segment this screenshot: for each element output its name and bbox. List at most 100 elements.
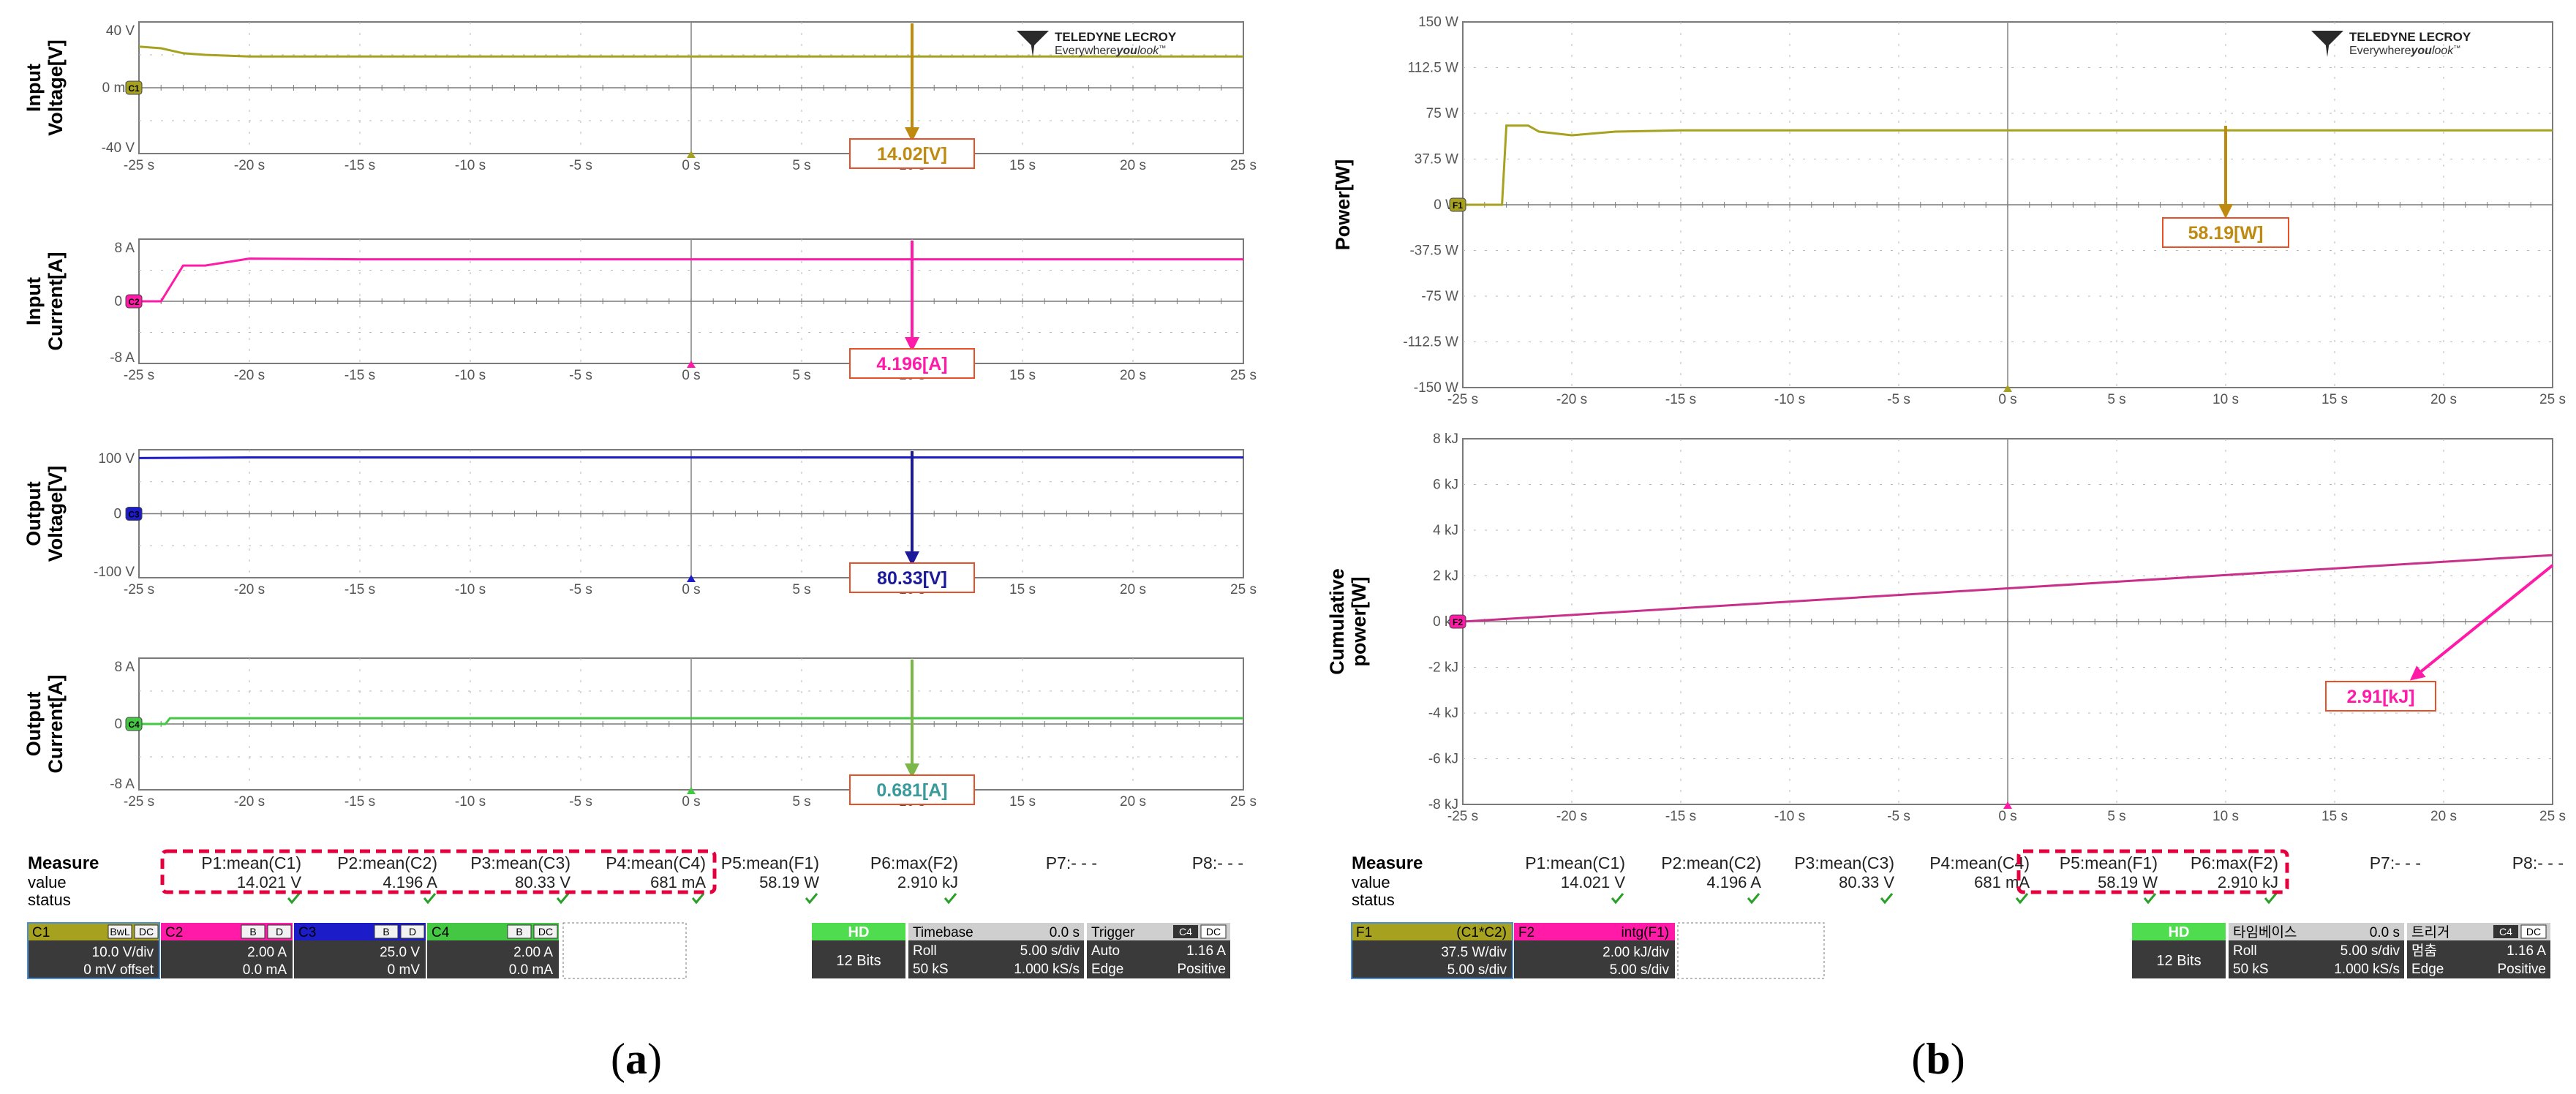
y-tick-label: -40 V xyxy=(102,140,135,156)
measure-col-name: P4:mean(C4) xyxy=(606,853,706,872)
x-tick-label: 0 s xyxy=(1998,809,2016,824)
logo-tagline: Everywhereyoulook™ xyxy=(1055,45,1166,58)
x-tick-label: 20 s xyxy=(1120,794,1146,810)
channel-scale: 2.00 A xyxy=(247,945,287,960)
measure-col-value: 80.33 V xyxy=(515,873,570,891)
y-axis-label: Cumulative xyxy=(1326,568,1348,675)
channel-box-id: F1 xyxy=(1356,925,1372,940)
y-axis-label: Voltage[V] xyxy=(45,39,67,136)
measure-col-name: P6:max(F2) xyxy=(870,853,958,872)
x-tick-label: -15 s xyxy=(344,368,375,383)
logo-tagline: Everywhereyoulook™ xyxy=(2349,45,2460,58)
timebase-samples: 50 kS xyxy=(913,962,949,977)
measure-col-value: 681 mA xyxy=(1974,873,2030,891)
y-tick-label: -100 V xyxy=(94,565,135,580)
channel-box-C3: C3 B D 25.0 V 0 mV xyxy=(294,923,426,978)
channel-scale: 37.5 W/div xyxy=(1441,945,1507,960)
trigger-src-badge xyxy=(1173,925,1198,938)
hd-header xyxy=(812,923,905,940)
x-tick-label: -10 s xyxy=(455,794,486,810)
trigger-src: C4 xyxy=(1179,926,1192,938)
annotation-box xyxy=(2325,681,2436,712)
hd-label: HD xyxy=(848,924,870,940)
logo-mark-icon xyxy=(1030,35,1036,57)
channel-offset: 0.0 mA xyxy=(509,962,554,978)
measure-col-value: 4.196 A xyxy=(1706,873,1761,891)
x-tick-label: -20 s xyxy=(1556,809,1587,824)
y-axis-label: Current[A] xyxy=(45,252,67,351)
trigger-coupling-badge xyxy=(2520,924,2547,939)
timebase-mode: Roll xyxy=(913,943,937,959)
x-tick-label: -20 s xyxy=(234,582,265,597)
acq-status-a: HD 12 Bits Timebase 0.0 s Roll 5.00 s/div 50 k… xyxy=(812,923,1230,978)
annotation-value: 0.681[A] xyxy=(876,780,947,801)
x-tick-label: 10 s xyxy=(2212,392,2239,407)
measure-col-name: P1:mean(C1) xyxy=(1525,853,1625,872)
status-ok-icon xyxy=(2143,893,2157,905)
channel-box-body xyxy=(294,940,426,978)
badge-text: DC xyxy=(139,926,154,938)
trigger-body xyxy=(2407,940,2550,978)
x-tick-label: 25 s xyxy=(1230,582,1257,597)
timebase-body xyxy=(908,940,1084,978)
badge xyxy=(108,924,132,939)
annotation-value: 2.91[kJ] xyxy=(2346,687,2414,707)
hd-body xyxy=(812,940,905,978)
measure-col-name: P6:max(F2) xyxy=(2191,853,2278,872)
x-tick-label: -25 s xyxy=(1447,392,1478,407)
channel-marker-label: F2 xyxy=(1453,617,1463,627)
x-tick-label: -5 s xyxy=(569,582,592,597)
hd-body xyxy=(2132,940,2226,978)
channel-marker-label: F1 xyxy=(1453,200,1463,211)
x-tick-label: -5 s xyxy=(1887,392,1910,407)
x-tick-label: 25 s xyxy=(1230,794,1257,810)
trigger-level: 1.16 A xyxy=(2507,943,2546,959)
measure-col-name: P8:- - - xyxy=(2512,853,2564,872)
x-tick-label: -15 s xyxy=(1665,809,1696,824)
channel-box-F1: F1 (C1*C2) 37.5 W/div 5.00 s/div xyxy=(1351,922,1513,979)
trigger-coupling-badge xyxy=(1200,924,1227,939)
x-tick-label: 0 s xyxy=(682,582,700,597)
timebase-body xyxy=(2229,940,2404,978)
y-tick-label: -112.5 W xyxy=(1403,335,1458,350)
x-tick-label: -5 s xyxy=(1887,809,1910,824)
x-tick-label: 0 s xyxy=(682,368,700,383)
timebase-rate: 1.000 kS/s xyxy=(2334,962,2400,977)
channel-box-body xyxy=(28,940,159,978)
x-tick-label: -25 s xyxy=(1447,809,1478,824)
y-tick-label: 150 W xyxy=(1418,15,1458,30)
x-tick-label: -25 s xyxy=(124,582,154,597)
y-tick-label: -8 A xyxy=(110,777,135,792)
channel-box-C2: C2 B D 2.00 A 0.0 mA xyxy=(161,923,293,978)
badge xyxy=(374,924,399,939)
hd-bits: 12 Bits xyxy=(2156,953,2201,969)
x-tick-label: -15 s xyxy=(1665,392,1696,407)
trigger-body xyxy=(1087,940,1230,978)
status-ok-icon xyxy=(944,893,957,905)
channel-marker xyxy=(125,717,143,731)
x-tick-label: 15 s xyxy=(1009,582,1036,597)
tagline-mid: you xyxy=(2410,45,2432,57)
channel-box-id: C4 xyxy=(432,925,450,940)
y-tick-label: 75 W xyxy=(1426,106,1458,121)
x-tick-label: 10 s xyxy=(2212,809,2239,824)
x-tick-label: 5 s xyxy=(2107,392,2125,407)
timebase-offset: 0.0 s xyxy=(1050,925,1080,940)
y-axis-label: Output xyxy=(23,692,45,756)
channel-box-id: C1 xyxy=(32,925,50,940)
y-axis-label: Input xyxy=(23,277,45,325)
trigger-marker-icon xyxy=(2003,801,2012,809)
y-tick-label: -75 W xyxy=(1421,289,1458,304)
channel-box-body xyxy=(161,940,293,978)
channel-marker xyxy=(125,80,143,95)
y-tick-label: -6 kJ xyxy=(1428,752,1458,767)
highlight-dashed-box xyxy=(160,849,717,894)
x-tick-label: 25 s xyxy=(1230,368,1257,383)
y-axis-label: power[W] xyxy=(1348,577,1370,667)
status-ok-icon xyxy=(805,893,818,905)
x-tick-label: 5 s xyxy=(792,582,810,597)
trigger-src: C4 xyxy=(2499,926,2512,938)
